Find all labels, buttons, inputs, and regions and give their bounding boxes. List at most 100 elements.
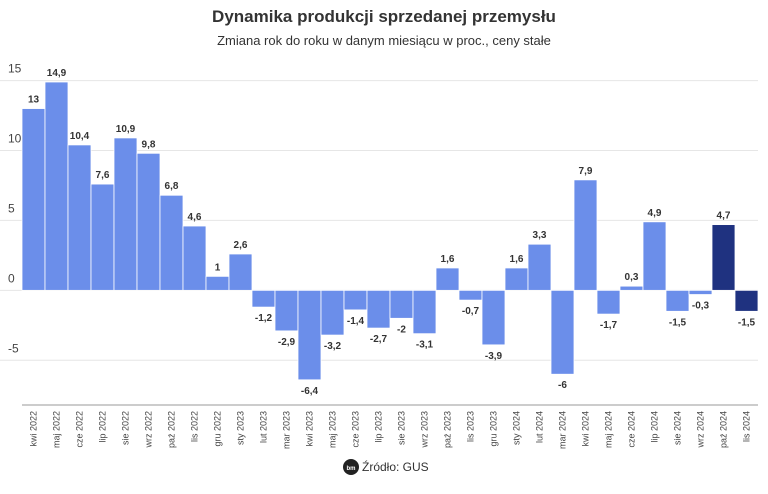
- bar: [435, 267, 460, 291]
- x-tick-label: mar 2023: [282, 411, 292, 449]
- value-label: 10,9: [116, 124, 136, 135]
- bar: [343, 289, 368, 311]
- value-label: 1,6: [510, 254, 524, 265]
- x-tick-label: sie 2022: [121, 411, 131, 445]
- x-tick-label: sie 2024: [673, 411, 683, 445]
- value-label: -1,5: [669, 317, 687, 328]
- y-tick-label: 0: [8, 271, 15, 285]
- bar: [251, 289, 276, 308]
- bar: [665, 289, 690, 312]
- x-tick-label: paź 2022: [167, 411, 177, 448]
- value-label: 3,3: [533, 230, 547, 241]
- value-label: 6,8: [165, 181, 179, 192]
- bar: [642, 221, 667, 291]
- x-tick-label: sie 2023: [397, 411, 407, 445]
- x-tick-label: cze 2022: [75, 411, 85, 448]
- value-label: -1,5: [738, 317, 756, 328]
- x-tick-label: lip 2022: [98, 411, 108, 443]
- x-tick-label: maj 2024: [604, 411, 614, 448]
- value-label: -0,7: [462, 306, 480, 317]
- bar: [458, 289, 483, 301]
- x-tick-label: mar 2024: [558, 411, 568, 449]
- value-label: 2,6: [234, 240, 248, 251]
- value-label: -1,2: [255, 313, 273, 324]
- x-tick-label: lis 2023: [466, 411, 476, 442]
- value-label: -2,9: [278, 337, 296, 348]
- bar: [21, 108, 46, 291]
- x-tick-label: lut 2023: [259, 411, 269, 443]
- x-tick-label: lip 2023: [374, 411, 384, 443]
- value-label: 7,6: [96, 170, 110, 181]
- bar: [228, 253, 253, 291]
- bar: [136, 152, 161, 291]
- value-label: 4,7: [717, 211, 731, 222]
- y-tick-label: 5: [8, 201, 15, 215]
- value-label: 7,9: [579, 166, 593, 177]
- value-label: 4,9: [648, 208, 662, 219]
- x-tick-label: gru 2023: [489, 411, 499, 447]
- chart-subtitle: Zmiana rok do roku w danym miesiącu w pr…: [217, 33, 551, 48]
- bar: [550, 289, 575, 375]
- source-logo: bm: [343, 459, 359, 475]
- x-tick-label: lut 2024: [535, 411, 545, 443]
- bar: [159, 194, 184, 291]
- value-label: -1,4: [347, 316, 365, 327]
- bar: [320, 289, 345, 336]
- x-tick-label: wrz 2022: [144, 411, 154, 449]
- value-label: -2,7: [370, 334, 388, 345]
- bar: [711, 224, 736, 291]
- bar: [734, 289, 759, 312]
- x-tick-label: lip 2024: [650, 411, 660, 443]
- value-label: -2: [397, 324, 406, 335]
- x-tick-label: wrz 2023: [420, 411, 430, 449]
- value-label: -6,4: [301, 386, 319, 397]
- x-tick-label: gru 2022: [213, 411, 223, 447]
- x-tick-label: maj 2023: [328, 411, 338, 448]
- value-label: -3,1: [416, 340, 434, 351]
- y-tick-label: 10: [8, 132, 22, 146]
- value-label: 14,9: [47, 68, 67, 79]
- value-label: 0,3: [625, 272, 639, 283]
- value-label: -6: [558, 380, 567, 391]
- bar: [619, 285, 644, 291]
- x-tick-label: lis 2022: [190, 411, 200, 442]
- source: Źródło: GUS: [362, 459, 429, 474]
- x-tick-label: cze 2023: [351, 411, 361, 448]
- bar: [205, 275, 230, 291]
- x-tick-label: paź 2023: [443, 411, 453, 448]
- value-label: -1,7: [600, 320, 618, 331]
- chart-title: Dynamika produkcji sprzedanej przemysłu: [212, 7, 556, 26]
- x-tick-label: kwi 2022: [29, 411, 39, 447]
- bar: [366, 289, 391, 329]
- x-tick-label: wrz 2024: [696, 411, 706, 449]
- value-label: 4,6: [188, 212, 202, 223]
- bar: [90, 183, 115, 291]
- bar: [389, 289, 414, 319]
- bar: [44, 81, 69, 291]
- svg-text:bm: bm: [347, 466, 356, 472]
- bar: [67, 144, 92, 291]
- bar: [412, 289, 437, 335]
- x-tick-label: sty 2024: [512, 411, 522, 445]
- bar: [504, 267, 529, 291]
- bar: [688, 289, 713, 295]
- x-tick-label: kwi 2023: [305, 411, 315, 447]
- bar: [297, 289, 322, 381]
- x-tick-label: sty 2023: [236, 411, 246, 445]
- bar: [527, 243, 552, 291]
- value-label: 9,8: [142, 139, 156, 150]
- value-label: 10,4: [70, 131, 90, 142]
- y-tick-label: 15: [8, 62, 22, 76]
- bar: [596, 289, 621, 315]
- value-label: -3,9: [485, 351, 503, 362]
- y-tick-label: -5: [8, 341, 19, 355]
- value-label: 13: [28, 95, 40, 106]
- value-label: -3,2: [324, 341, 342, 352]
- x-tick-label: kwi 2024: [581, 411, 591, 447]
- x-tick-label: lis 2024: [742, 411, 752, 442]
- value-label: 1: [215, 262, 221, 273]
- value-label: -0,3: [692, 301, 710, 312]
- bar: [274, 289, 299, 332]
- bar: [182, 225, 207, 291]
